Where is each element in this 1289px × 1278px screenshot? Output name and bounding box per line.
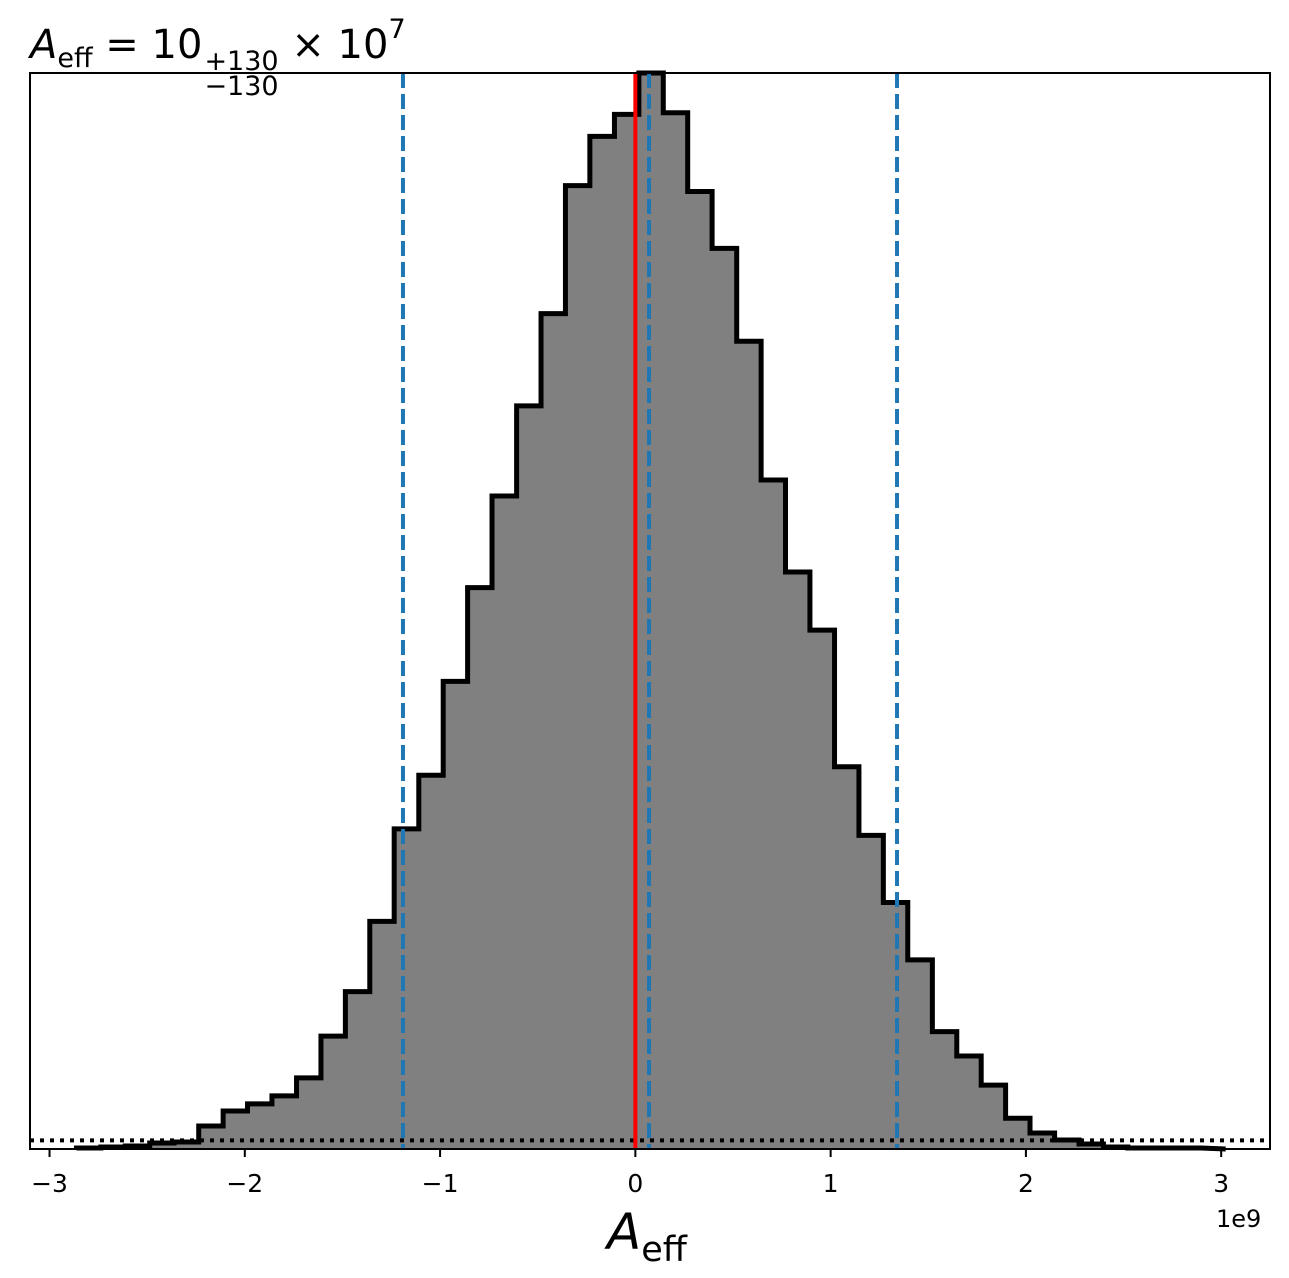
- histogram-bar: [638, 73, 664, 1149]
- chart-title: Aeff = 10 +130 −130 × 107: [30, 4, 406, 102]
- x-tick-label: 0: [627, 1169, 643, 1198]
- histogram-bar: [687, 191, 713, 1150]
- axes-frame: [29, 72, 1271, 1150]
- histogram-bar: [516, 405, 542, 1149]
- histogram-bar: [541, 313, 567, 1149]
- histogram-bar: [1054, 1139, 1080, 1149]
- x-tick-label: −3: [31, 1169, 68, 1198]
- histogram-bar: [956, 1056, 982, 1149]
- histogram-bar: [809, 630, 836, 1149]
- histogram-bar: [981, 1085, 1007, 1149]
- x-tick-label: 1: [823, 1169, 839, 1198]
- title-exponent: 7: [388, 14, 406, 45]
- histogram-bar: [394, 828, 420, 1149]
- histogram-outline: [73, 70, 1226, 1152]
- histogram-bar: [589, 136, 616, 1149]
- histogram-bar: [198, 1125, 224, 1149]
- histogram-bar: [418, 775, 444, 1149]
- histogram-bar: [761, 479, 787, 1149]
- histogram-bar: [345, 991, 371, 1149]
- histogram-bar: [320, 1036, 346, 1149]
- title-plus-error: +130: [204, 46, 279, 77]
- histogram-bar: [149, 1142, 175, 1149]
- histogram-bar: [223, 1111, 249, 1149]
- histogram-bar: [565, 185, 591, 1149]
- histogram-bar: [492, 495, 518, 1149]
- x-axis-offset-text: 1e9: [1216, 1205, 1262, 1233]
- x-tick-label: −2: [226, 1169, 263, 1198]
- title-equals: = 10: [92, 22, 203, 68]
- histogram-bar: [834, 766, 860, 1149]
- title-minus-error: −130: [204, 71, 279, 102]
- histogram-bar: [443, 681, 469, 1149]
- histogram-bar: [736, 341, 762, 1149]
- histogram-bar: [712, 248, 738, 1149]
- x-tick-label: −1: [422, 1169, 459, 1198]
- histogram-bar: [907, 959, 933, 1149]
- title-times: × 10: [278, 22, 389, 68]
- histogram-bar: [858, 835, 884, 1149]
- histogram-bar: [467, 587, 493, 1149]
- x-tick-label: 3: [1213, 1169, 1229, 1198]
- x-tick-label: 2: [1018, 1169, 1034, 1198]
- title-symbol-subscript: eff: [57, 43, 93, 74]
- x-axis-label-symbol: A: [607, 1203, 642, 1261]
- x-axis-label-subscript: eff: [641, 1230, 687, 1270]
- histogram-bar: [663, 112, 689, 1150]
- histogram-bar: [369, 921, 395, 1149]
- histogram-bar: [932, 1031, 958, 1149]
- title-uncertainty: +130 −130: [204, 46, 279, 102]
- histogram-bar: [296, 1077, 322, 1149]
- title-symbol: A: [30, 22, 58, 68]
- histogram-bar: [785, 572, 811, 1149]
- histogram-bar: [174, 1142, 200, 1149]
- x-axis-label: Aeff: [607, 1203, 687, 1270]
- histogram-bar: [1005, 1118, 1031, 1149]
